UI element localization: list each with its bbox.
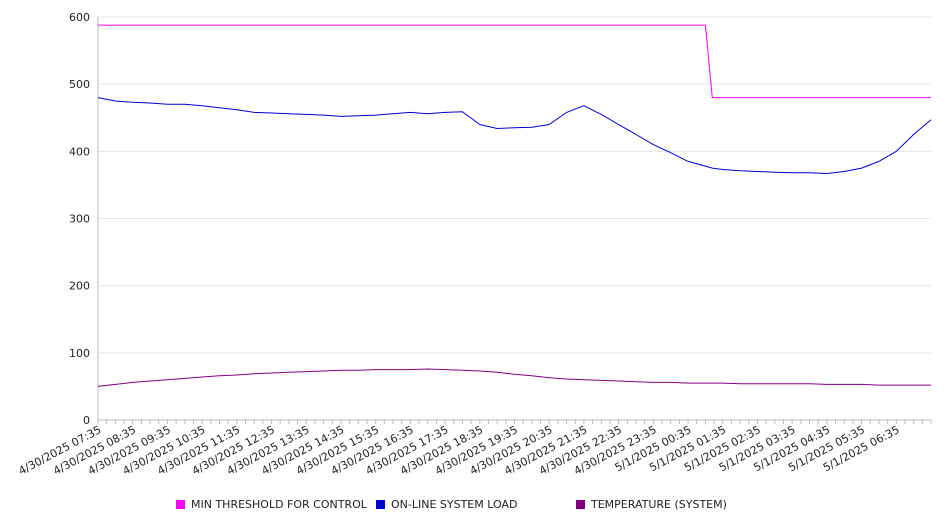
legend: MIN THRESHOLD FOR CONTROL ON-LINE SYSTEM… xyxy=(0,498,946,514)
legend-swatch xyxy=(576,500,585,509)
legend-item-temperature: TEMPERATURE (SYSTEM) xyxy=(576,498,727,511)
legend-label: TEMPERATURE (SYSTEM) xyxy=(591,498,727,511)
x-tick-labels: 4/30/2025 07:354/30/2025 08:354/30/2025 … xyxy=(16,423,901,477)
series-line xyxy=(97,368,931,387)
legend-swatch xyxy=(176,500,185,509)
legend-label: MIN THRESHOLD FOR CONTROL xyxy=(191,498,367,511)
gridlines xyxy=(98,16,931,354)
y-tick-label: 300 xyxy=(69,213,90,226)
y-tick-label: 200 xyxy=(69,280,90,293)
legend-item-min-threshold: MIN THRESHOLD FOR CONTROL xyxy=(176,498,367,511)
y-tick-label: 400 xyxy=(69,145,90,158)
series-lines xyxy=(97,24,932,387)
y-tick-label: 600 xyxy=(69,11,90,24)
legend-label: ON-LINE SYSTEM LOAD xyxy=(391,498,518,511)
axes xyxy=(97,17,932,424)
legend-swatch xyxy=(376,500,385,509)
y-tick-label: 0 xyxy=(83,414,90,427)
y-tick-label: 100 xyxy=(69,347,90,360)
series-line xyxy=(98,24,931,99)
series-line xyxy=(97,97,932,175)
y-tick-label: 500 xyxy=(69,78,90,91)
legend-item-system-load: ON-LINE SYSTEM LOAD xyxy=(376,498,517,511)
y-tick-labels: 0 100 200 300 400 500 600 xyxy=(69,11,90,427)
